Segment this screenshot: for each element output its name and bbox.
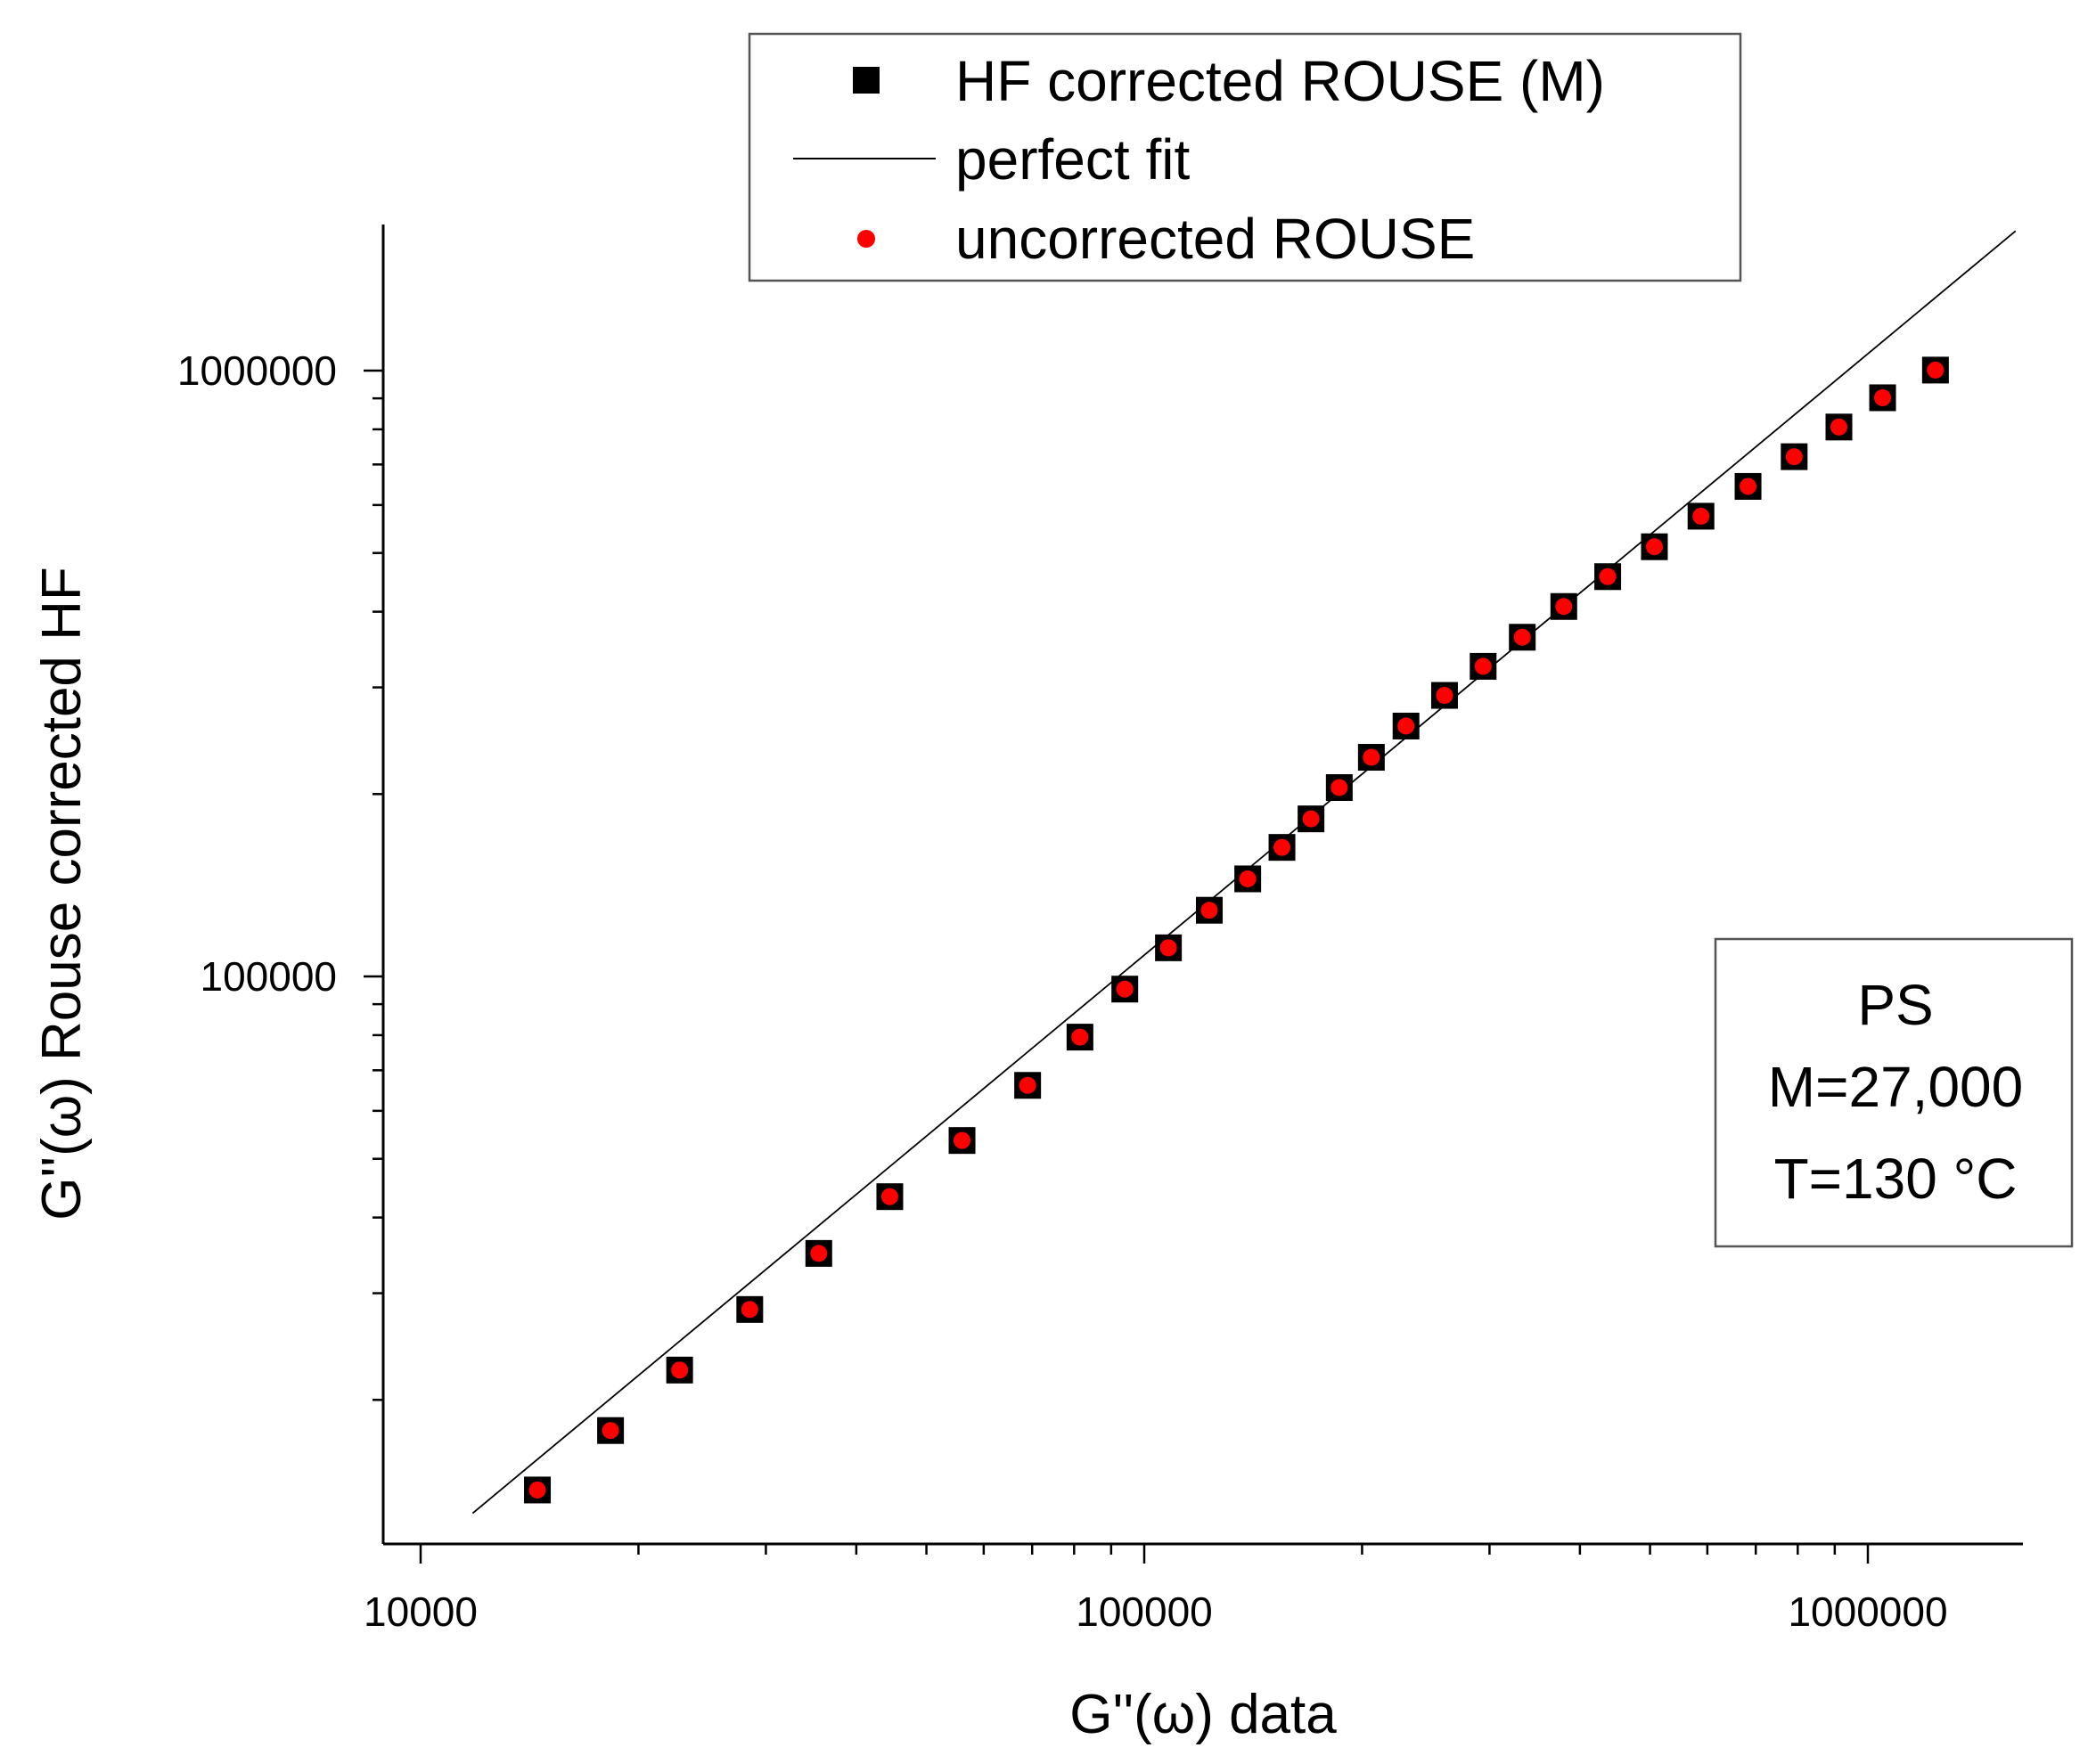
- uncorrected-point: [1874, 388, 1892, 406]
- x-tick-label-10000: 10000: [364, 1588, 478, 1635]
- uncorrected-point: [1692, 507, 1710, 525]
- uncorrected-point: [1555, 598, 1573, 616]
- uncorrected-point: [880, 1188, 898, 1205]
- uncorrected-point: [1019, 1076, 1036, 1094]
- y-tick-label-100000: 100000: [201, 953, 338, 1000]
- sample-polymer: PS: [1857, 973, 1933, 1037]
- uncorrected-point: [954, 1131, 971, 1149]
- sample-molar-mass: M=27,000: [1768, 1055, 2023, 1119]
- uncorrected-point: [1927, 361, 1945, 379]
- uncorrected-point: [1273, 838, 1291, 856]
- uncorrected-point: [1513, 628, 1531, 646]
- uncorrected-point: [1239, 870, 1257, 887]
- legend-marker-circle: [857, 230, 875, 248]
- uncorrected-point: [1785, 448, 1803, 466]
- uncorrected-point: [1200, 902, 1218, 919]
- legend-marker-square: [853, 67, 880, 94]
- uncorrected-point: [528, 1481, 546, 1499]
- uncorrected-point: [602, 1422, 619, 1440]
- y-tick-label-1000000: 1000000: [177, 347, 337, 394]
- uncorrected-point: [1474, 657, 1492, 675]
- uncorrected-point: [1740, 478, 1757, 495]
- uncorrected-point: [810, 1245, 828, 1262]
- uncorrected-point: [741, 1301, 758, 1319]
- sample-info-frame: [1714, 937, 2074, 1248]
- uncorrected-point: [1363, 748, 1380, 766]
- y-axis-title: G''(ω) Rouse corrected HF: [31, 567, 93, 1221]
- uncorrected-point: [671, 1361, 689, 1379]
- uncorrected-point: [1330, 779, 1348, 796]
- plot-area: [471, 230, 2017, 1515]
- legend-entry-perfect-fit: perfect fit: [955, 127, 1190, 192]
- uncorrected-point: [1397, 717, 1415, 735]
- uncorrected-point: [1302, 810, 1320, 828]
- axis-ticks: [364, 369, 1870, 1564]
- uncorrected-point: [1830, 418, 1848, 436]
- sample-temperature: T=130 °C: [1774, 1147, 2018, 1211]
- legend: HF corrected ROUSE (M) perfect fit uncor…: [748, 32, 1742, 282]
- legend-box: [748, 32, 1742, 282]
- axes: [381, 225, 2023, 1546]
- uncorrected-point: [1116, 980, 1134, 998]
- uncorrected-point: [1436, 687, 1453, 705]
- legend-entry-uncorrected: uncorrected ROUSE: [955, 207, 1475, 271]
- sample-info-box: PS M=27,000 T=130 °C: [1714, 937, 2074, 1248]
- x-tick-label-1000000: 1000000: [1788, 1588, 1947, 1635]
- legend-entry-hf-corrected: HF corrected ROUSE (M): [955, 49, 1605, 113]
- uncorrected-point: [1599, 568, 1617, 585]
- x-tick-label-100000: 100000: [1076, 1588, 1213, 1635]
- uncorrected-point: [1645, 538, 1663, 556]
- uncorrected-point: [1071, 1028, 1089, 1046]
- uncorrected-point: [1159, 939, 1177, 957]
- x-axis-title: G''(ω) data: [1069, 1684, 1337, 1745]
